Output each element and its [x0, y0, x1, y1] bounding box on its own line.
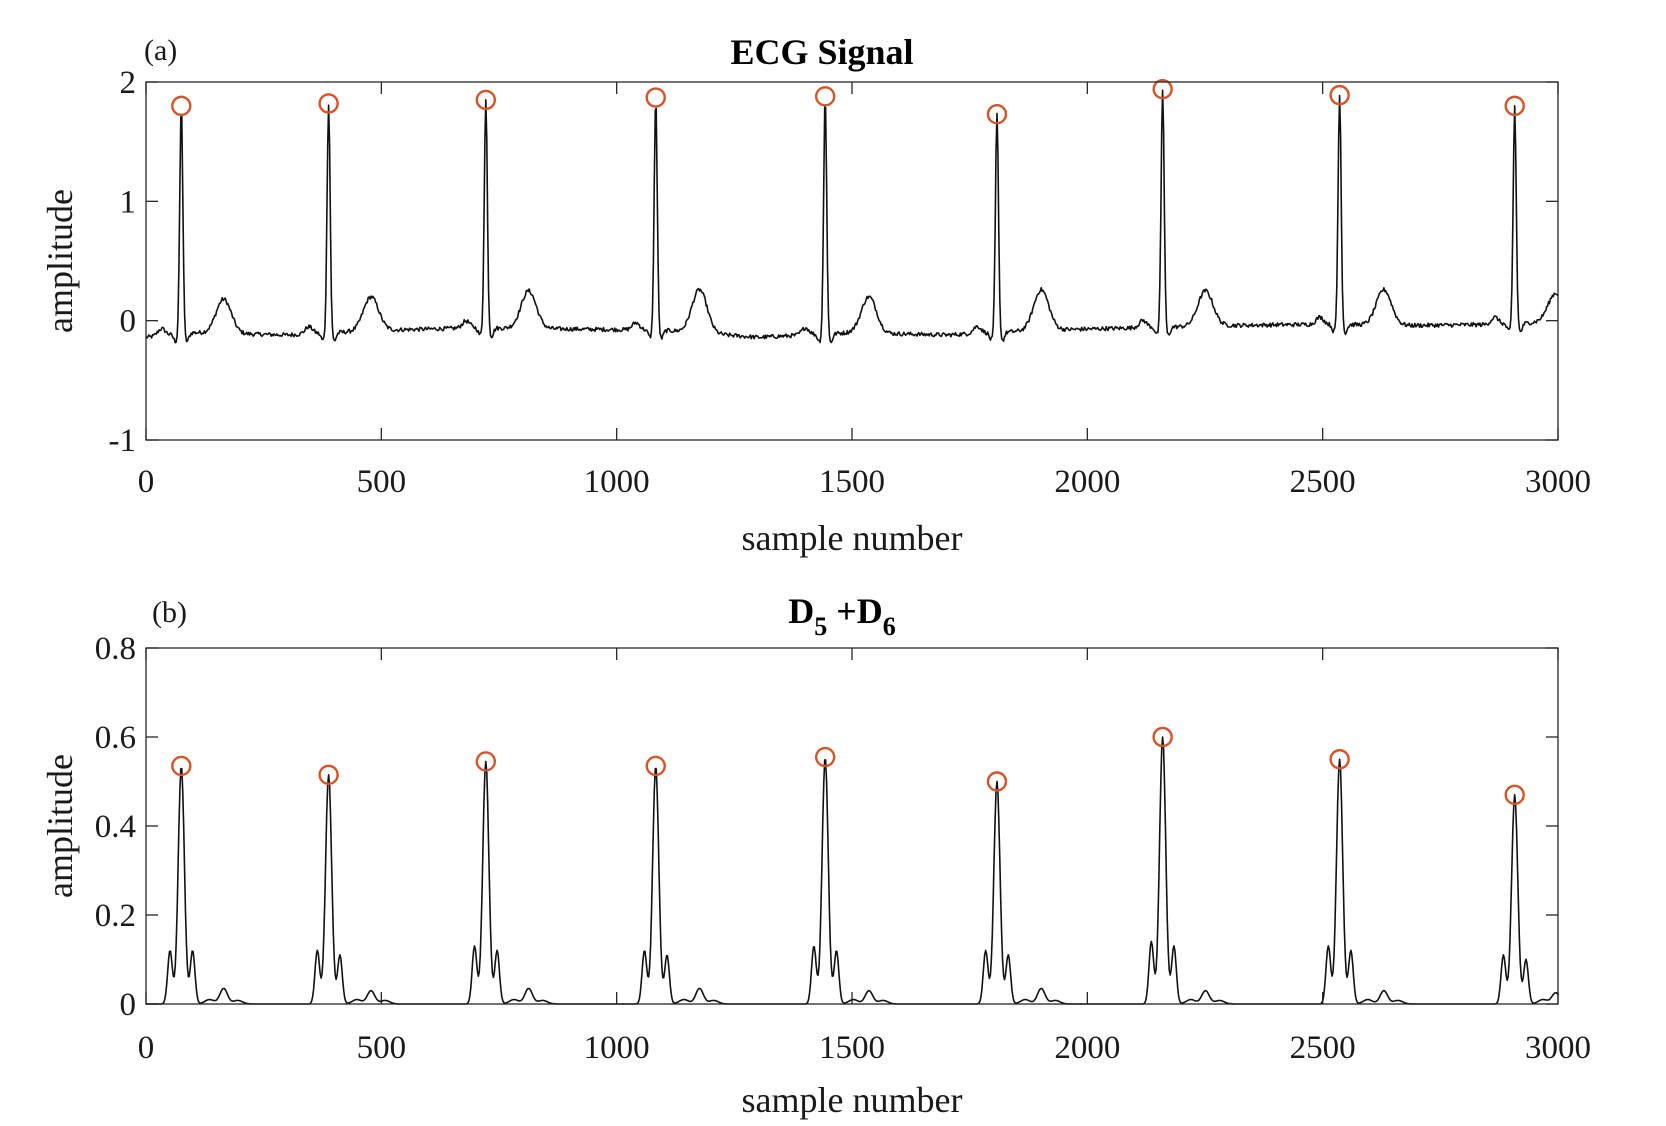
- x-tick-label: 1000: [584, 464, 650, 500]
- panel-b-title-sub1: 5: [814, 612, 827, 641]
- panel-a-peak-markers: [171, 78, 1525, 125]
- peak-marker: [986, 771, 1008, 792]
- peak-marker: [318, 93, 339, 114]
- panel-b-axes-box: [145, 647, 1559, 1005]
- peak-marker: [475, 751, 497, 772]
- peak-marker: [814, 746, 836, 768]
- x-tick-label: 2000: [1054, 1030, 1120, 1066]
- x-tick-label: 2000: [1054, 464, 1120, 500]
- peak-marker: [1504, 784, 1525, 806]
- peak-marker: [1152, 726, 1173, 748]
- x-tick-label: 500: [357, 464, 407, 500]
- panel-a-y-axis-label: amplitude: [40, 189, 80, 333]
- panel-b-title-mid: +D: [827, 591, 883, 631]
- x-tick-label: 1500: [819, 464, 885, 500]
- peak-marker: [475, 89, 497, 111]
- panel-b-x-axis-label: sample number: [742, 1080, 963, 1120]
- x-tick-label: 1500: [819, 1030, 885, 1066]
- y-tick-label: 0.4: [95, 809, 136, 845]
- x-tick-label: 0: [138, 1030, 155, 1066]
- panel-a: (a) ECG Signal 0 500 1000 1500 2000 2500 3000 -…: [40, 32, 1591, 558]
- panel-b-title-sub2: 6: [883, 612, 896, 641]
- y-tick-label: 1: [120, 184, 137, 220]
- panel-a-title-main: ECG Signal: [730, 32, 913, 72]
- peak-marker: [645, 755, 666, 777]
- peak-marker: [1152, 78, 1173, 100]
- panel-b-title: D5 +D6: [788, 591, 896, 641]
- x-tick-label: 3000: [1525, 464, 1591, 500]
- x-tick-label: 0: [138, 464, 155, 500]
- panel-a-title: ECG Signal: [730, 32, 913, 72]
- y-tick-label: 0: [120, 304, 137, 340]
- peak-marker: [1329, 84, 1350, 106]
- peak-marker: [986, 104, 1008, 125]
- peak-marker: [645, 87, 666, 108]
- panel-b-plot-area: [146, 736, 1559, 1005]
- peak-marker: [171, 95, 192, 117]
- y-tick-label: 0: [120, 987, 137, 1023]
- panel-a-label: (a): [144, 34, 177, 67]
- peak-marker: [1329, 749, 1350, 770]
- panel-b-axes: 0 500 1000 1500 2000 2500 3000 0 0.2 0.4 0.6 0.8: [95, 631, 1591, 1066]
- panel-a-axes-box: [145, 81, 1559, 441]
- y-tick-label: 2: [120, 65, 137, 101]
- signal-line: [146, 736, 1559, 1005]
- panel-b-y-axis-label: amplitude: [40, 754, 80, 898]
- y-tick-label: -1: [109, 423, 137, 459]
- panel-a-plot-area: [145, 89, 1559, 344]
- panel-b-label: (b): [152, 596, 187, 629]
- y-tick-label: 0.8: [95, 631, 136, 667]
- peak-marker: [814, 86, 836, 107]
- peak-marker: [1504, 95, 1525, 117]
- panel-b-title-main: D: [788, 591, 814, 631]
- x-tick-label: 3000: [1525, 1030, 1591, 1066]
- x-tick-label: 1000: [584, 1030, 650, 1066]
- panel-a-x-axis-label: sample number: [742, 518, 963, 558]
- peak-marker: [318, 764, 339, 786]
- y-tick-label: 0.2: [95, 898, 136, 934]
- signal-line: [145, 89, 1559, 344]
- x-tick-label: 2500: [1290, 1030, 1356, 1066]
- y-tick-label: 0.6: [95, 720, 136, 756]
- panel-b: (b) D5 +D6 0 500 1000 1500 2000 2500 300000.20…: [40, 591, 1591, 1120]
- x-tick-label: 2500: [1290, 464, 1356, 500]
- panel-b-peak-markers: [171, 726, 1525, 806]
- peak-marker: [171, 755, 192, 777]
- x-tick-label: 500: [357, 1030, 407, 1066]
